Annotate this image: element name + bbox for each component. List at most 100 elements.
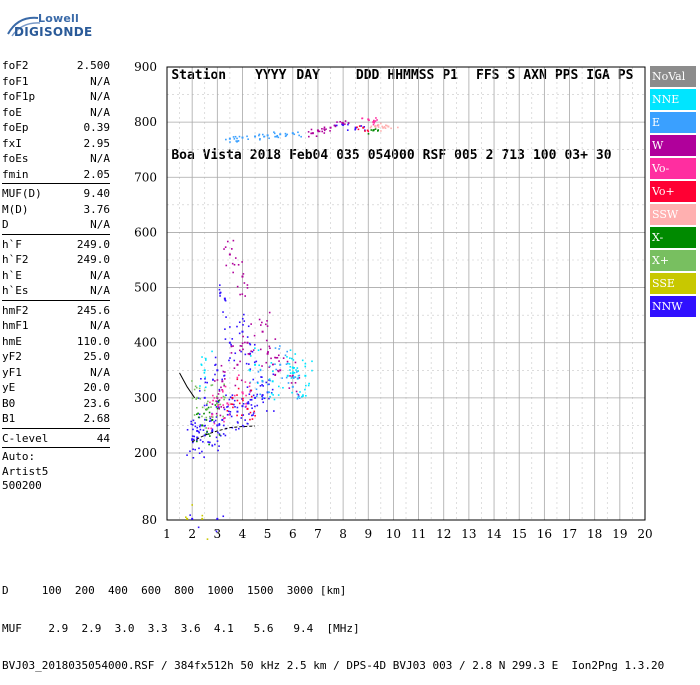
legend-item-nne: NNE — [650, 89, 696, 110]
param-value: 9.40 — [83, 187, 111, 200]
data-point-nne — [288, 363, 291, 365]
data-point-w — [323, 126, 326, 129]
data-point-w — [290, 382, 293, 384]
param-row: h`F 249.0 — [2, 237, 110, 253]
y-tick-label: 600 — [134, 225, 157, 239]
data-point-vo- — [238, 402, 241, 405]
data-point-w — [247, 353, 250, 355]
data-point-nnw — [209, 441, 211, 444]
data-point-nne — [271, 392, 273, 395]
data-point-w — [341, 121, 343, 124]
data-point-nnw — [207, 441, 209, 443]
data-point-nne — [289, 357, 291, 359]
data-point-nnw — [218, 423, 221, 425]
data-point-nne — [294, 353, 297, 355]
data-point-nne — [308, 382, 310, 385]
data-point-nnw — [242, 414, 245, 416]
data-point-nnw — [219, 434, 222, 437]
data-point-nnw — [259, 384, 262, 387]
data-point-nnw — [221, 378, 223, 381]
data-point-nnw — [263, 397, 266, 400]
data-point-x- — [191, 397, 194, 400]
data-point-vo- — [231, 403, 234, 406]
data-point-nnw — [240, 417, 243, 419]
header-val-ddd: 035 — [336, 148, 360, 163]
header-val-s: 2 — [485, 148, 494, 163]
data-point-x- — [209, 415, 211, 418]
data-point-nnw — [224, 328, 226, 330]
data-point-w — [223, 248, 225, 250]
data-point-nnw — [219, 295, 221, 297]
data-point-nnw — [238, 332, 241, 335]
data-point-e — [258, 134, 260, 137]
data-point-vo- — [224, 385, 227, 388]
data-point-nnw — [226, 406, 228, 408]
param-name: yE — [2, 381, 16, 394]
data-point-nnw — [223, 408, 226, 411]
data-point-e — [287, 382, 290, 384]
param-row: hmF2 245.6 — [2, 303, 110, 319]
data-point-nnw — [242, 402, 245, 405]
data-point-e — [275, 368, 277, 371]
param-separator — [2, 299, 110, 301]
data-point-w — [242, 273, 245, 275]
data-point-nne — [295, 369, 297, 371]
data-point-w — [342, 122, 345, 125]
legend-item-vo-: Vo- — [650, 158, 696, 179]
data-point-w — [241, 275, 244, 278]
param-row: foEs N/A — [2, 151, 110, 167]
header-col-station: Station — [171, 68, 227, 83]
data-point-w — [344, 123, 346, 125]
data-point-nnw — [354, 128, 357, 131]
data-point-e — [234, 135, 237, 138]
data-point-vo- — [356, 126, 358, 129]
param-value: 0.39 — [83, 121, 111, 134]
data-point-nnw — [213, 421, 215, 423]
data-point-w — [248, 353, 251, 356]
data-point-nnw — [253, 343, 256, 346]
param-name: yF1 — [2, 365, 22, 379]
data-point-nnw — [354, 126, 357, 129]
data-point-w — [241, 342, 244, 345]
data-point-w — [325, 128, 327, 130]
data-point-w — [242, 348, 244, 351]
data-point-w — [268, 366, 271, 368]
data-point-nne — [204, 386, 207, 389]
header-col-s: S — [507, 68, 516, 83]
data-point-nnw — [223, 424, 225, 427]
data-point-nnw — [341, 123, 343, 126]
data-point-vo- — [249, 418, 251, 421]
data-point-e — [269, 365, 271, 368]
data-point-sse — [186, 517, 189, 520]
data-point-nnw — [255, 360, 258, 363]
data-point-w — [267, 351, 269, 353]
data-point-vo- — [226, 409, 229, 412]
param-separator — [2, 233, 110, 235]
data-point-vo- — [228, 414, 231, 416]
param-row: fxI 2.95 — [2, 136, 110, 152]
data-point-w — [316, 129, 319, 132]
data-point-nnw — [203, 396, 206, 399]
data-point-vo- — [366, 129, 369, 132]
x-tick-label: 13 — [461, 527, 476, 541]
data-point-nne — [249, 355, 252, 357]
data-point-nnw — [203, 434, 206, 437]
data-point-w — [238, 349, 241, 352]
data-point-x- — [196, 440, 198, 443]
data-point-x- — [207, 400, 209, 403]
polarization-legend: NoVal NNE E W Vo- Vo+ SSW X- X+ SSE NNW — [650, 66, 696, 319]
data-point-nnw — [216, 440, 219, 442]
data-point-e — [273, 131, 275, 133]
param-row: M(D) 3.76 — [2, 202, 110, 218]
data-point-w — [241, 293, 244, 295]
data-point-nnw — [199, 425, 201, 428]
data-point-e — [263, 135, 265, 138]
data-point-vo- — [250, 389, 253, 392]
data-point-w — [266, 320, 268, 322]
param-row: foF1p N/A — [2, 89, 110, 105]
data-point-nne — [301, 395, 303, 398]
data-point-x- — [377, 129, 380, 131]
data-point-nnw — [244, 419, 246, 421]
data-point-nnw — [247, 422, 249, 425]
param-name: foF2 — [2, 59, 29, 72]
